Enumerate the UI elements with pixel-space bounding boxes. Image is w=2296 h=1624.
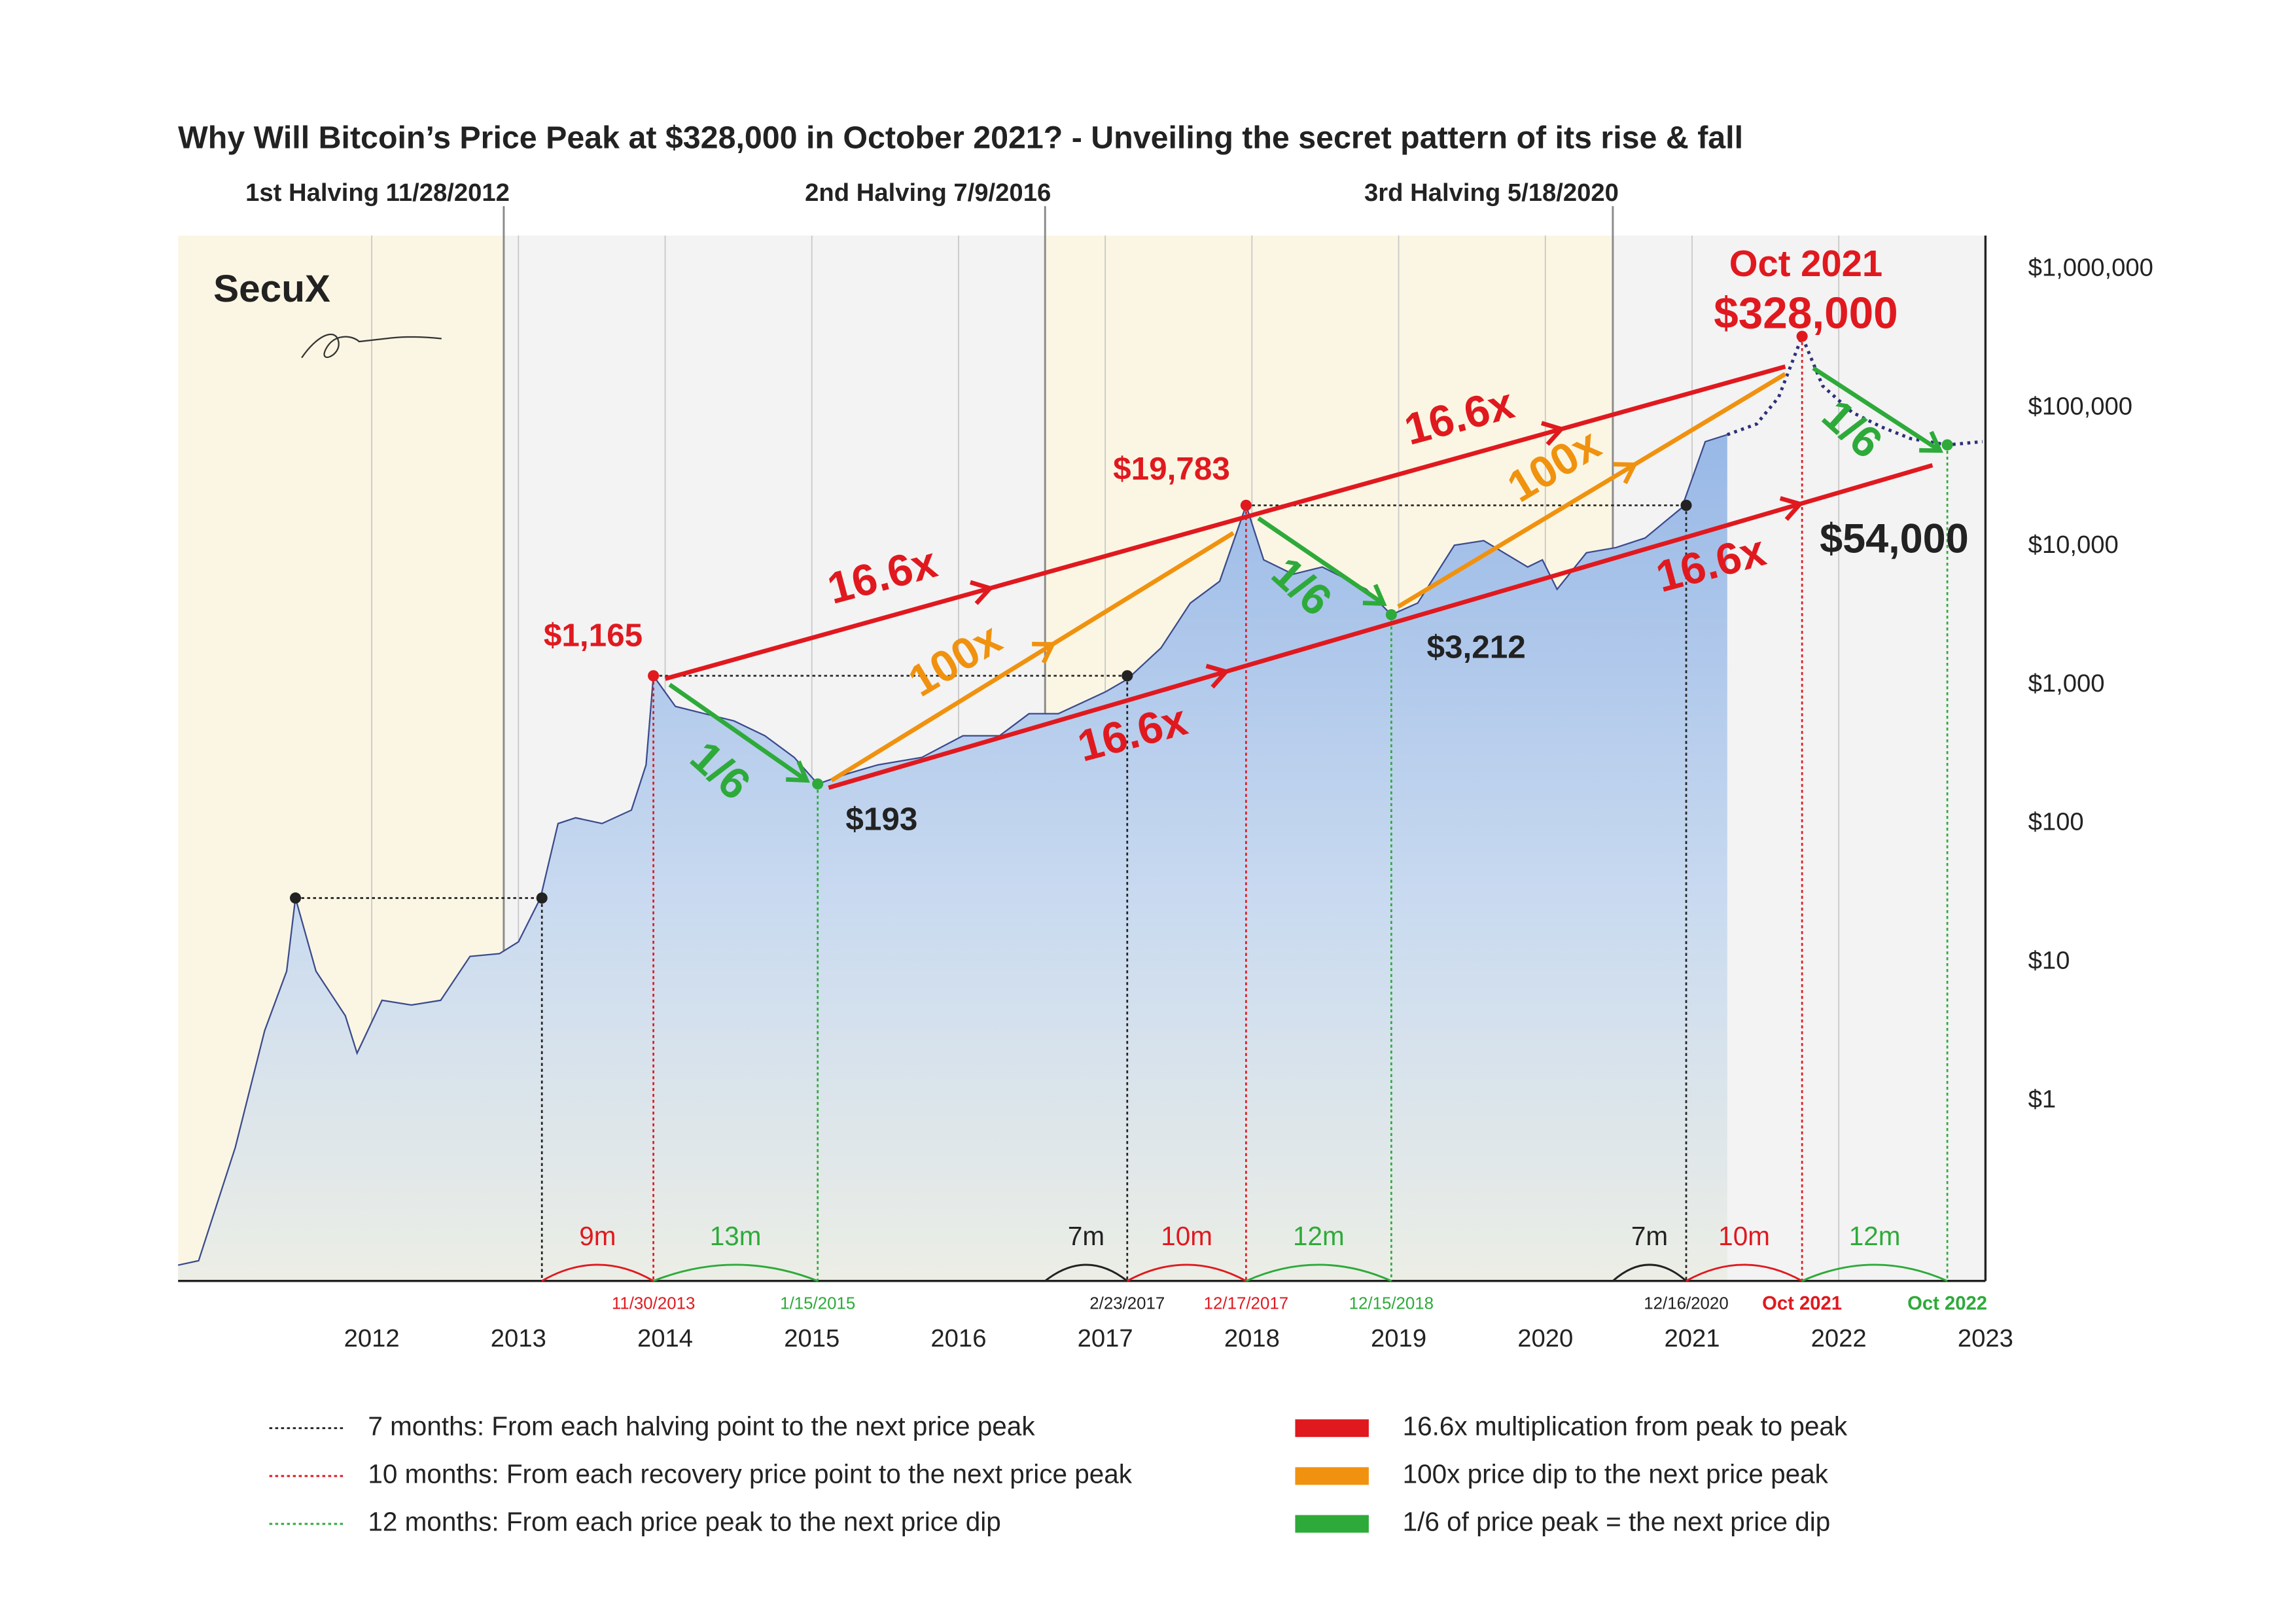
date-label: 12/17/2017 — [1204, 1295, 1288, 1313]
interval-label: 7m — [1631, 1221, 1668, 1251]
y-tick-label: $100 — [2028, 808, 2084, 836]
key-point — [536, 892, 548, 904]
legend-label: 10 months: From each recovery price poin… — [368, 1459, 1132, 1489]
legend-label: 1/6 of price peak = the next price dip — [1403, 1507, 1831, 1537]
interval-label: 12m — [1293, 1221, 1345, 1251]
interval-arc — [1044, 1263, 1128, 1282]
x-tick-label: 2022 — [1811, 1324, 1867, 1352]
y-tick-label: $1,000,000 — [2028, 254, 2153, 282]
key-point — [648, 670, 660, 682]
x-tick-label: 2020 — [1517, 1324, 1573, 1352]
x-tick-label: 2015 — [784, 1324, 839, 1352]
arrow-head — [1205, 663, 1230, 689]
arrow-head — [1032, 641, 1056, 664]
point-label: $328,000 — [1714, 289, 1898, 338]
x-tick-label: 2018 — [1224, 1324, 1280, 1352]
key-point — [289, 892, 302, 904]
interval-label: 9m — [579, 1221, 616, 1251]
legend-swatch — [1295, 1419, 1369, 1438]
legend-label: 16.6x multiplication from peak to peak — [1403, 1411, 1848, 1441]
interval-arc — [1686, 1263, 1803, 1282]
arrow-head — [1541, 421, 1566, 446]
key-point — [1941, 439, 1953, 451]
date-label: Oct 2022 — [1907, 1293, 1987, 1314]
arrow-head — [1614, 462, 1638, 484]
price-area — [178, 434, 1727, 1281]
legend-label: 7 months: From each halving point to the… — [368, 1411, 1035, 1441]
arrow-head — [1362, 584, 1387, 607]
trend-arrow — [664, 364, 1786, 681]
point-label: $54,000 — [1820, 516, 1969, 562]
interval-label: 10m — [1161, 1221, 1212, 1251]
interval-label: 12m — [1849, 1221, 1901, 1251]
trend-arrow — [1812, 366, 1941, 453]
trend-arrow — [1257, 516, 1385, 606]
halving-label: 2nd Halving 7/9/2016 — [805, 179, 1051, 207]
legend-label: 100x price dip to the next price peak — [1403, 1459, 1829, 1489]
x-tick-label: 2019 — [1371, 1324, 1426, 1352]
y-tick-label: $10 — [2028, 946, 2070, 974]
x-tick-label: 2012 — [344, 1324, 400, 1352]
key-point — [1680, 499, 1692, 511]
halving-label: 3rd Halving 5/18/2020 — [1364, 179, 1619, 207]
x-tick-label: 2017 — [1078, 1324, 1133, 1352]
date-label: Oct 2021 — [1762, 1293, 1842, 1314]
point-label: $3,212 — [1426, 629, 1525, 665]
interval-arc — [541, 1263, 654, 1282]
interval-label: 10m — [1718, 1221, 1770, 1251]
x-tick-label: 2013 — [491, 1324, 546, 1352]
point-label: $1,165 — [544, 617, 643, 653]
trend-arrow — [1397, 372, 1787, 609]
date-label: 12/15/2018 — [1349, 1295, 1434, 1313]
interval-arc — [653, 1263, 819, 1282]
trend-arrow — [830, 531, 1235, 783]
x-tick-label: 2021 — [1664, 1324, 1720, 1352]
y-tick-label: $10,000 — [2028, 531, 2119, 559]
brand-logo: SecuX — [213, 268, 330, 310]
key-point — [1240, 499, 1252, 511]
date-label: 12/16/2020 — [1644, 1295, 1728, 1313]
legend-swatch — [1295, 1515, 1369, 1533]
point-label: $19,783 — [1113, 451, 1230, 487]
plot: SecuX 2012 2013 2014 2015 2016 2017 2018 2019 202… — [177, 179, 2153, 1537]
chart-title: Why Will Bitcoin’s Price Peak at $328,00… — [178, 120, 1743, 156]
date-label: 2/23/2017 — [1089, 1295, 1165, 1313]
legend-swatch — [1295, 1467, 1369, 1485]
y-tick-label: $100,000 — [2028, 392, 2132, 420]
key-point — [1122, 670, 1133, 682]
arrow-head — [970, 580, 995, 605]
key-point — [812, 778, 824, 790]
arrow-head — [1779, 496, 1805, 521]
point-label: $193 — [845, 802, 917, 838]
key-point — [1796, 330, 1808, 342]
interval-arc — [1127, 1263, 1247, 1282]
x-tick-label: 2016 — [930, 1324, 986, 1352]
date-label: 11/30/2013 — [612, 1295, 695, 1313]
interval-label: 13m — [710, 1221, 762, 1251]
date-label: 1/15/2015 — [780, 1295, 855, 1313]
x-tick-label: 2023 — [1958, 1324, 2013, 1352]
interval-arc — [1245, 1263, 1392, 1282]
interval-label: 7m — [1068, 1221, 1104, 1251]
signature — [301, 333, 442, 359]
legend-label: 12 months: From each price peak to the n… — [368, 1507, 1000, 1537]
arrow-head — [1919, 431, 1943, 453]
interval-arc — [1801, 1263, 1948, 1282]
trend-arrow — [668, 682, 808, 783]
trend-arrow — [828, 463, 1934, 790]
halving-label: 1st Halving 11/28/2012 — [245, 179, 510, 207]
y-tick-label: $1,000 — [2028, 669, 2105, 697]
interval-arc — [1612, 1263, 1687, 1282]
x-tick-label: 2014 — [637, 1324, 693, 1352]
y-tick-label: $1 — [2028, 1085, 2057, 1113]
key-point — [1385, 609, 1397, 621]
point-heading: Oct 2021 — [1729, 243, 1882, 284]
price-line — [177, 434, 1728, 1266]
arrow-head — [786, 760, 810, 783]
